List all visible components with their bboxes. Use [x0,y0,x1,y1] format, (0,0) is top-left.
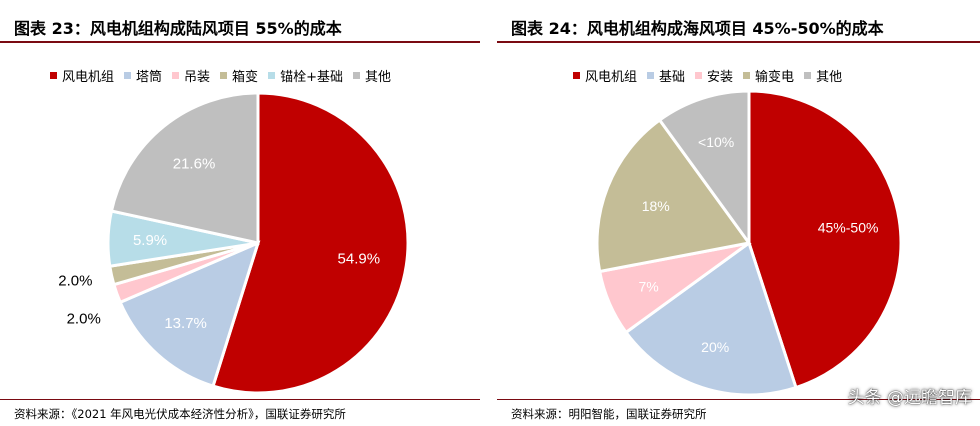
source-note: 资料来源：《2021 年风电光伏成本经济性分析》，国联证券研究所 [14,407,346,421]
pie-slice-塔筒 [118,240,261,388]
legend-label: 锚栓+基础 [280,70,343,85]
legend-item-安装: 安装 [695,66,733,85]
chart-title: 图表 24：风电机组构成海风项目 45%-50%的成本 [511,19,884,38]
legend-item-吊装: 吊装 [172,66,210,85]
legend-item-其他: 其他 [804,66,842,85]
chart-title-bar: 图表 23：风电机组构成陆风项目 55%的成本 [0,11,480,43]
legend-label: 风电机组 [62,70,115,85]
legend-swatch [743,72,751,79]
data-label-其他: <10% [698,134,734,150]
legend-label: 其他 [816,70,843,85]
data-label-吊装: 2.0% [67,311,101,328]
source-bar: 资料来源：明阳智能，国联证券研究所 [497,399,980,426]
legend-swatch [50,72,57,79]
legend-swatch [172,72,180,79]
pie-slice-风电机组 [211,91,410,395]
legend-swatch [804,72,812,79]
data-label-风电机组: 54.9% [338,250,381,267]
chart-legend: 风电机组 基础 安装 输变电 其他 [573,66,842,85]
legend-label: 安装 [707,70,734,85]
legend-label: 风电机组 [585,70,638,85]
legend-swatch [647,72,655,79]
legend-item-输变电: 输变电 [743,66,794,85]
chart-panel-onshore: 图表 23：风电机组构成陆风项目 55%的成本 风电机组 塔筒 吊装 箱变 锚栓+基础 其… [0,0,480,426]
legend-swatch [220,72,228,79]
pie-slice-风电机组 [747,89,903,390]
legend-item-风电机组: 风电机组 [50,66,114,85]
legend-swatch [124,72,132,79]
data-label-安装: 7% [638,278,658,294]
legend-item-风电机组: 风电机组 [573,66,637,85]
pie-chart-offshore: 45%-50% 20% 7% 18% <10% [595,89,903,397]
source-bar: 资料来源：《2021 年风电光伏成本经济性分析》，国联证券研究所 [0,399,480,426]
chart-legend: 风电机组 塔筒 吊装 箱变 锚栓+基础 其他 [50,66,391,85]
pie-slice-输变电 [595,117,752,274]
legend-item-箱变: 箱变 [220,66,258,85]
pie-slice-其他 [657,89,751,248]
pie-slice-基础 [623,240,798,397]
watermark: 头条 @远瞻智库 [847,388,972,408]
chart-title-bar: 图表 24：风电机组构成海风项目 45%-50%的成本 [497,11,980,43]
pie-slice-其他 [109,91,260,245]
legend-label: 吊装 [184,70,211,85]
legend-label: 箱变 [232,70,259,85]
data-label-箱变: 2.0% [58,273,92,290]
legend-item-基础: 基础 [647,66,685,85]
legend-swatch [352,72,360,79]
legend-swatch [573,72,580,79]
legend-swatch [695,72,703,79]
data-label-其他: 21.6% [173,156,216,173]
pie-chart-onshore: 54.9% 13.7% 2.0% 2.0% 5.9% 21.6% [58,91,410,395]
chart-panel-offshore: 图表 24：风电机组构成海风项目 45%-50%的成本 风电机组 基础 安装 输变电 其… [497,0,980,426]
data-label-塔筒: 13.7% [164,315,207,332]
data-label-风电机组: 45%-50% [818,219,879,235]
legend-item-塔筒: 塔筒 [124,66,162,85]
data-label-输变电: 18% [642,198,670,214]
data-label-锚栓-plus-基础: 5.9% [133,232,167,249]
legend-swatch [268,72,276,79]
legend-label: 输变电 [755,70,795,85]
legend-item-锚栓-plus-基础: 锚栓+基础 [268,66,343,85]
legend-label: 其他 [364,70,391,85]
legend-label: 塔筒 [136,70,163,85]
chart-title: 图表 23：风电机组构成陆风项目 55%的成本 [14,19,342,38]
source-note: 资料来源：明阳智能，国联证券研究所 [511,407,707,421]
legend-item-其他: 其他 [352,66,391,85]
legend-label: 基础 [659,70,686,85]
data-label-基础: 20% [701,339,729,355]
